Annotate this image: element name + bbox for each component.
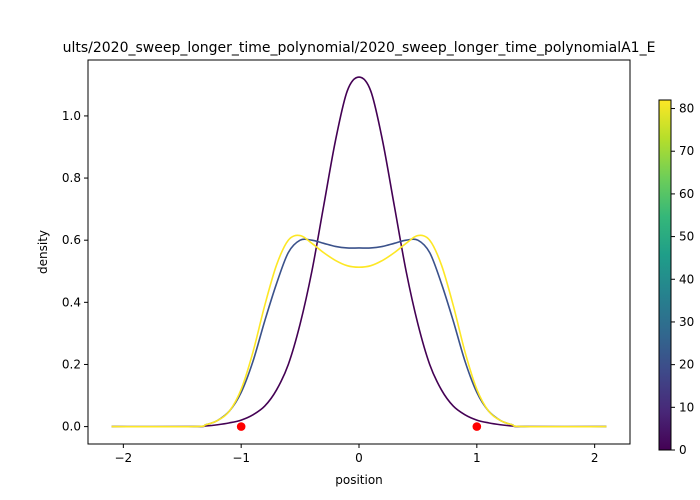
colorbar-ticks: 0 10 20 30 40 50 60 70 80 bbox=[671, 102, 694, 457]
colorbar-fill bbox=[658, 99, 672, 451]
x-tick-label: 0 bbox=[355, 451, 363, 465]
points-layer bbox=[236, 422, 482, 431]
marker-point bbox=[472, 422, 482, 431]
series-line-0 bbox=[111, 76, 607, 428]
x-axis-label: position bbox=[335, 473, 383, 487]
colorbar-tick-label: 0 bbox=[679, 443, 687, 457]
colorbar-tick-label: 30 bbox=[679, 315, 694, 329]
colorbar-tick-label: 20 bbox=[679, 358, 694, 372]
x-tick-label: −1 bbox=[232, 451, 250, 465]
plot-frame bbox=[87, 59, 631, 445]
y-tick-label: 1.0 bbox=[62, 109, 81, 123]
x-tick-label: 1 bbox=[473, 451, 481, 465]
x-axis: −2 −1 0 1 2 bbox=[114, 444, 598, 465]
colorbar: 0 10 20 30 40 50 60 70 80 bbox=[658, 99, 694, 457]
colorbar-tick-label: 50 bbox=[679, 230, 694, 244]
chart-title: ults/2020_sweep_longer_time_polynomial/2… bbox=[63, 40, 656, 56]
colorbar-tick-label: 70 bbox=[679, 144, 694, 158]
y-tick-label: 0.0 bbox=[62, 420, 81, 434]
colorbar-tick-label: 60 bbox=[679, 187, 694, 201]
colorbar-tick-label: 80 bbox=[679, 102, 694, 116]
colorbar-tick-label: 40 bbox=[679, 272, 694, 286]
x-tick-label: −2 bbox=[114, 451, 132, 465]
series-layer bbox=[111, 76, 607, 428]
y-tick-label: 0.2 bbox=[62, 357, 81, 371]
colorbar-tick-label: 10 bbox=[679, 400, 694, 414]
y-tick-label: 0.8 bbox=[62, 171, 81, 185]
y-tick-label: 0.4 bbox=[62, 295, 81, 309]
marker-point bbox=[236, 422, 246, 431]
x-tick-label: 2 bbox=[591, 451, 599, 465]
y-axis: 0.0 0.2 0.4 0.6 0.8 1.0 bbox=[62, 109, 88, 434]
series-line-2 bbox=[111, 234, 607, 428]
y-tick-label: 0.6 bbox=[62, 233, 81, 247]
series-line-1 bbox=[111, 238, 607, 428]
y-axis-label: density bbox=[36, 230, 50, 274]
